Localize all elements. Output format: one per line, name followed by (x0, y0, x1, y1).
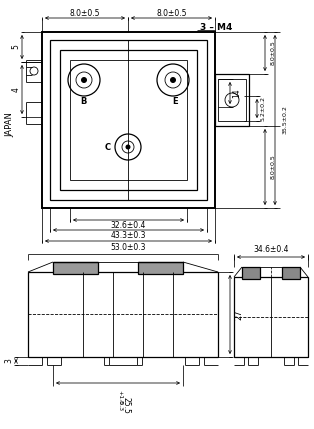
Text: JAPAN: JAPAN (6, 112, 14, 137)
Bar (138, 262, 183, 274)
Text: 8.0±0.5: 8.0±0.5 (156, 9, 187, 18)
Circle shape (170, 77, 176, 83)
Text: 4: 4 (12, 87, 20, 92)
Bar (215, 74, 249, 126)
Text: 8.0±0.5: 8.0±0.5 (270, 154, 275, 179)
Text: 27: 27 (235, 309, 243, 320)
Bar (234, 277, 308, 357)
Text: 5: 5 (12, 45, 20, 49)
Bar (60, 50, 197, 190)
Text: -0.3: -0.3 (117, 399, 122, 411)
Text: +1.5: +1.5 (117, 390, 122, 405)
Text: C: C (105, 142, 111, 151)
Text: 25.5: 25.5 (122, 396, 131, 414)
Text: 43.3±0.3: 43.3±0.3 (111, 232, 146, 241)
Text: E: E (172, 97, 178, 106)
Bar (53, 262, 98, 274)
Circle shape (81, 77, 87, 83)
Bar (42, 32, 215, 208)
Circle shape (126, 145, 131, 149)
Text: B: B (80, 97, 86, 106)
Text: 5.2±0.2: 5.2±0.2 (261, 96, 266, 121)
Text: 14: 14 (232, 88, 241, 98)
Text: 8.0±0.5: 8.0±0.5 (270, 41, 275, 65)
Bar (242, 267, 260, 279)
Bar (282, 267, 300, 279)
Bar (218, 79, 246, 121)
Text: 35.5±0.2: 35.5±0.2 (283, 106, 288, 134)
Text: 32.6±0.4: 32.6±0.4 (111, 221, 146, 230)
Text: 53.0±0.3: 53.0±0.3 (111, 242, 146, 251)
Bar (28, 272, 218, 357)
Bar (50, 40, 207, 200)
Text: 3 – M4: 3 – M4 (200, 24, 232, 33)
Text: 3: 3 (4, 359, 14, 363)
Text: 8.0±0.5: 8.0±0.5 (70, 9, 100, 18)
Bar (70, 60, 187, 180)
Text: 34.6±0.4: 34.6±0.4 (253, 245, 289, 254)
